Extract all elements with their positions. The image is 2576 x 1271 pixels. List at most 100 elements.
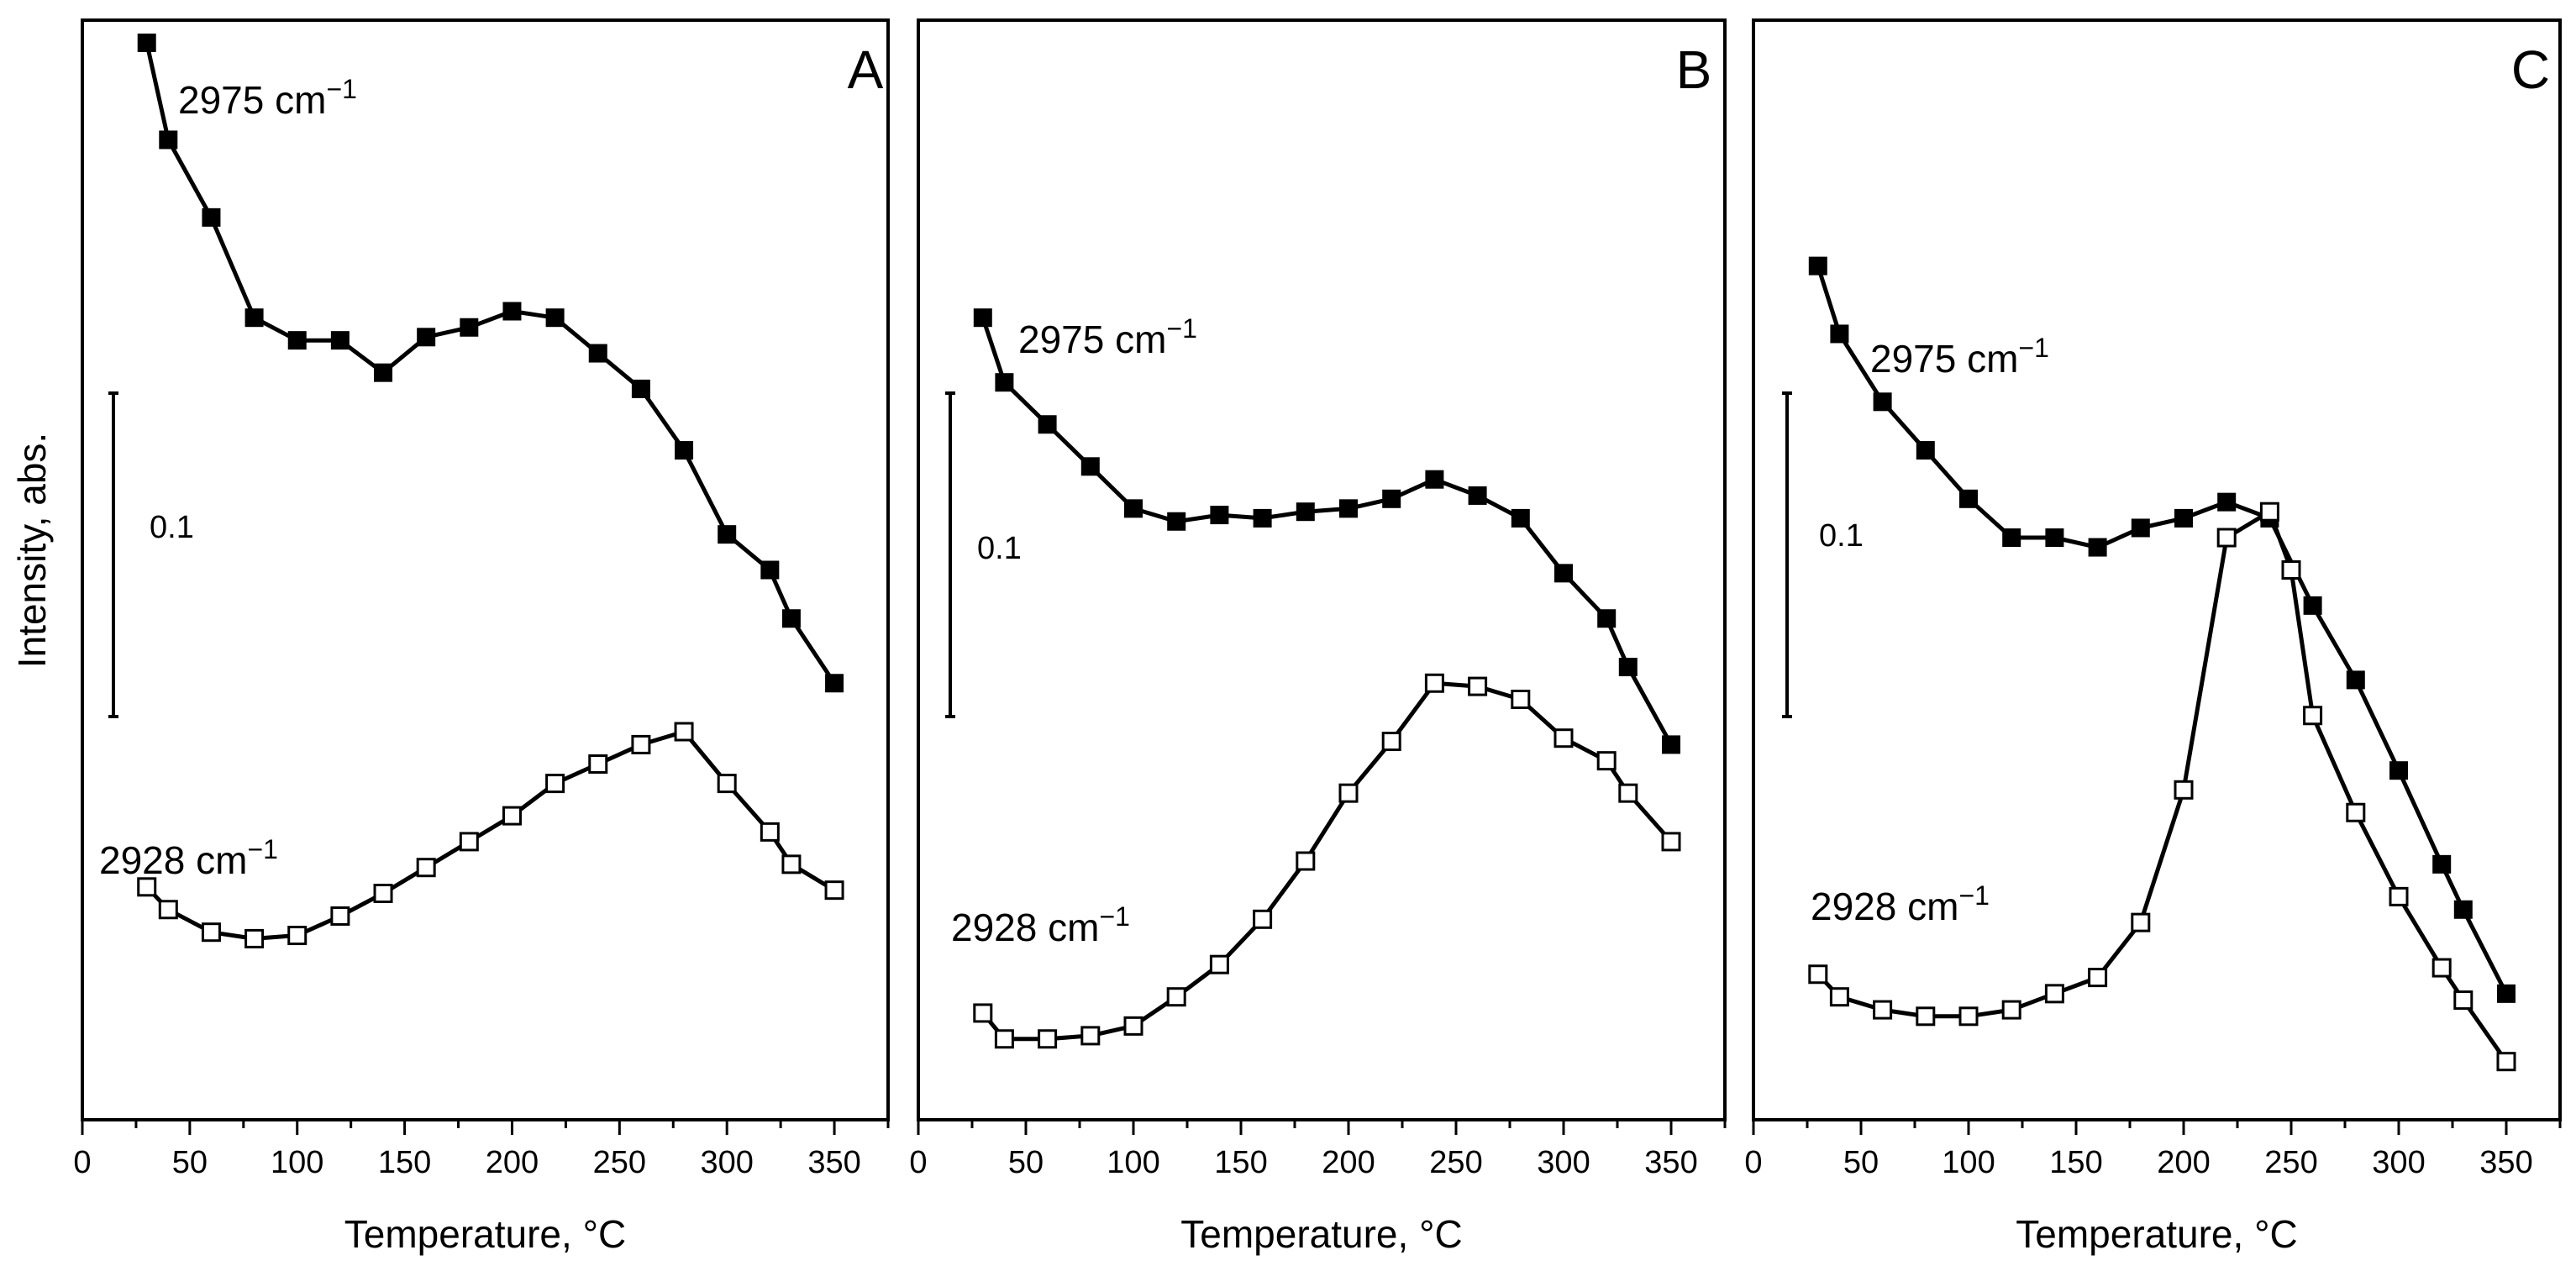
series-label: 2928 cm−1 bbox=[99, 834, 278, 882]
series-line bbox=[145, 42, 837, 685]
scale-bar-label: 0.1 bbox=[1819, 518, 1864, 554]
series-label: 2975 cm−1 bbox=[178, 74, 357, 122]
data-point bbox=[1296, 851, 1316, 871]
data-point bbox=[674, 722, 694, 742]
x-tick-label: 150 bbox=[2049, 1145, 2102, 1180]
x-tick-label: 250 bbox=[2264, 1145, 2317, 1180]
data-point bbox=[2453, 990, 2473, 1011]
data-point bbox=[1808, 964, 1828, 985]
data-point bbox=[1253, 909, 1273, 929]
x-axis-label: Temperature, °C bbox=[2016, 1212, 2297, 1256]
data-point bbox=[1916, 441, 1935, 460]
data-point bbox=[781, 854, 802, 874]
data-point bbox=[1661, 832, 1681, 852]
data-point bbox=[2389, 886, 2409, 906]
x-tick-label: 250 bbox=[1429, 1145, 1482, 1180]
data-point bbox=[631, 379, 650, 398]
data-point bbox=[502, 302, 522, 321]
data-point bbox=[1381, 732, 1401, 752]
data-point bbox=[824, 880, 844, 901]
data-point bbox=[2044, 984, 2064, 1004]
plot-frame bbox=[917, 18, 1727, 1121]
x-tick-label: 50 bbox=[1843, 1145, 1879, 1180]
x-tick-label: 100 bbox=[1942, 1145, 1995, 1180]
data-point bbox=[1554, 564, 1573, 583]
plot-frame bbox=[1752, 18, 2562, 1121]
series-2975 bbox=[973, 308, 1680, 754]
series-line bbox=[980, 317, 1674, 746]
y-axis-label: Intensity, abs. bbox=[10, 433, 54, 668]
plot-frame bbox=[81, 18, 890, 1121]
data-point bbox=[2389, 761, 2408, 780]
data-point bbox=[781, 609, 801, 628]
scale-bar: 0.1 bbox=[1782, 391, 1864, 718]
series-2928 bbox=[1808, 502, 2516, 1072]
data-point bbox=[675, 441, 694, 460]
data-point bbox=[2131, 518, 2150, 538]
data-point bbox=[1662, 735, 1680, 754]
data-point bbox=[1618, 658, 1638, 676]
series-label: 2975 cm−1 bbox=[1018, 313, 1197, 361]
data-point bbox=[1080, 457, 1100, 476]
data-point bbox=[2174, 780, 2194, 800]
data-point bbox=[1959, 489, 1978, 508]
data-point bbox=[2001, 1000, 2021, 1020]
data-point bbox=[1253, 508, 1272, 528]
data-point bbox=[159, 130, 178, 150]
data-point bbox=[244, 308, 264, 328]
panel-letter: C bbox=[2511, 39, 2550, 100]
x-axis-label: Temperature, °C bbox=[1180, 1212, 1462, 1256]
data-point bbox=[417, 328, 436, 347]
x-tick-label: 250 bbox=[593, 1145, 646, 1180]
data-point bbox=[2088, 538, 2107, 557]
data-point bbox=[1124, 499, 1143, 518]
x-tick-label: 0 bbox=[909, 1145, 927, 1180]
data-point bbox=[2303, 596, 2322, 615]
data-point bbox=[374, 363, 393, 382]
data-point bbox=[201, 922, 221, 943]
series-2928 bbox=[137, 722, 844, 948]
x-tick-label: 300 bbox=[2372, 1145, 2425, 1180]
data-point bbox=[1916, 1006, 1936, 1027]
x-tick-label: 350 bbox=[807, 1145, 860, 1180]
x-tick-label: 150 bbox=[1214, 1145, 1267, 1180]
x-tick-label: 200 bbox=[1322, 1145, 1375, 1180]
series-2928 bbox=[973, 673, 1681, 1049]
data-point bbox=[760, 560, 780, 580]
data-point bbox=[244, 928, 265, 948]
x-tick-label: 350 bbox=[2479, 1145, 2532, 1180]
chart-panel-b: 0 50 100 150 200 250 300 350 Temperature, °C B 0.1… bbox=[909, 18, 1727, 1256]
x-axis-label: Temperature, °C bbox=[344, 1212, 626, 1256]
data-point bbox=[2496, 1052, 2516, 1072]
chart-panel-c: 0 50 100 150 200 250 300 350 Temperature, °C C 0.1… bbox=[1744, 18, 2562, 1256]
data-point bbox=[1596, 751, 1617, 771]
scale-bar-label: 0.1 bbox=[977, 531, 1022, 566]
data-point bbox=[588, 344, 607, 363]
x-tick-label: 0 bbox=[1744, 1145, 1762, 1180]
data-point bbox=[502, 806, 522, 826]
data-point bbox=[1511, 508, 1530, 528]
scale-bar-label: 0.1 bbox=[150, 510, 194, 545]
scale-bar: 0.1 bbox=[945, 391, 1022, 718]
data-point bbox=[1038, 415, 1057, 434]
data-point bbox=[545, 774, 565, 794]
data-point bbox=[2453, 900, 2473, 919]
x-tick-label: 0 bbox=[73, 1145, 91, 1180]
data-point bbox=[460, 318, 479, 337]
series-label: 2928 cm−1 bbox=[1811, 880, 1990, 928]
data-point bbox=[158, 900, 178, 920]
x-tick-label: 350 bbox=[1644, 1145, 1697, 1180]
data-point bbox=[2088, 968, 2108, 988]
series-label: 2975 cm−1 bbox=[1870, 333, 2049, 381]
data-point bbox=[1167, 512, 1186, 531]
data-point bbox=[2217, 492, 2237, 512]
data-point bbox=[825, 674, 844, 693]
data-point bbox=[1829, 987, 1849, 1007]
x-tick-label: 200 bbox=[2157, 1145, 2210, 1180]
series-2975 bbox=[137, 33, 844, 693]
data-point bbox=[1296, 502, 1315, 522]
data-point bbox=[1338, 783, 1359, 803]
data-point bbox=[1958, 1006, 1979, 1027]
data-point bbox=[1468, 486, 1487, 505]
data-point bbox=[2174, 508, 2193, 528]
